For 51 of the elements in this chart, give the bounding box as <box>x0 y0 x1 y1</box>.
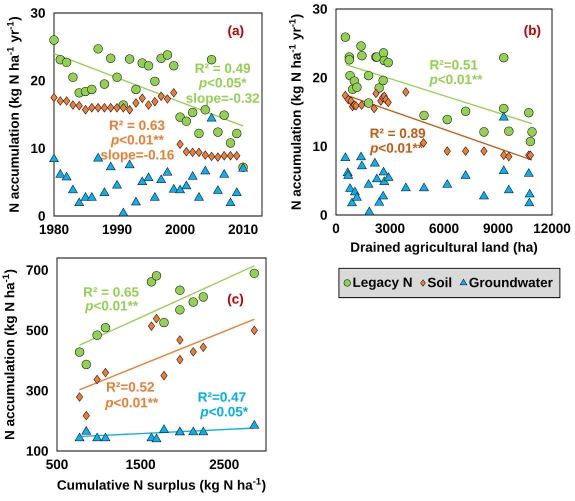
y-axis-title: N accumulation (kg N ha$^{-1}$ yr$^{-1}$) <box>288 14 304 210</box>
annotation: p<0.05* <box>198 78 246 90</box>
annotation: R²=0.52 <box>107 382 154 392</box>
x-tick-label: 1500 <box>126 460 156 470</box>
legend-label: Groundwater <box>469 277 553 288</box>
y-tick-label: 100 <box>26 446 48 456</box>
annotation: p<0.01** <box>84 300 138 314</box>
annotation: R²=0.51 <box>430 60 478 70</box>
text: (c) <box>228 294 244 306</box>
annotation: slope=-0.32 <box>186 92 260 106</box>
annotation: p<0.01** <box>429 74 482 87</box>
y-tick-label: 20 <box>30 76 45 86</box>
y-tick-label: 500 <box>26 326 48 336</box>
y-tick-label: 0 <box>320 210 327 220</box>
annotation: R² = 0.65 <box>84 287 139 297</box>
annotation: p<0.01** <box>370 143 424 156</box>
text: (a) <box>228 25 244 38</box>
legend-label: Soil <box>428 277 452 288</box>
annotation: R² = 0.63 <box>110 120 164 130</box>
annotation: R² = 0.89 <box>370 128 426 138</box>
annotation: p<0.01** <box>110 134 164 148</box>
annotation: p<0.05* <box>200 406 248 420</box>
legend-label: Legacy N <box>353 278 412 290</box>
annotation: p<0.01** <box>104 398 158 410</box>
x-tick-label: 6000 <box>429 224 458 234</box>
y-axis-title: N accumulation (kg N ha$^{-1}$) <box>2 270 18 440</box>
x-axis-title: Drained agricultural land (ha) <box>351 242 538 255</box>
annotation: slope=-0.16 <box>100 150 174 162</box>
y-tick-label: 20 <box>312 72 327 82</box>
x-tick-label: 2000 <box>166 224 195 234</box>
x-tick-label: 1980 <box>40 224 68 234</box>
y-tick-label: 300 <box>26 386 48 396</box>
y-axis-title: N accumulation (kg N ha$^{-1}$ yr$^{-1}$) <box>6 17 22 212</box>
x-tick-label: 1990 <box>102 224 132 234</box>
x-tick-label: 12000 <box>534 224 570 234</box>
y-tick-label: 10 <box>313 142 327 152</box>
y-tick-label: 10 <box>31 144 45 154</box>
annotation: R²=0.47 <box>198 392 246 402</box>
y-tick-label: 700 <box>26 265 48 275</box>
text: (b) <box>524 25 540 38</box>
x-tick-label: 2010 <box>228 224 258 234</box>
x-tick-label: 2500 <box>210 460 239 470</box>
x-tick-label: 3000 <box>375 224 404 234</box>
x-tick-label: 500 <box>46 460 68 470</box>
y-tick-label: 30 <box>312 4 327 14</box>
x-tick-label: 9000 <box>483 224 512 234</box>
annotation: R² = 0.49 <box>196 63 250 73</box>
y-tick-label: 0 <box>38 211 45 221</box>
x-tick-label: 0 <box>332 224 340 234</box>
x-axis-title: Cumulative N surplus (kg N ha$^{-1}$) <box>57 478 266 493</box>
y-tick-label: 30 <box>30 8 45 18</box>
